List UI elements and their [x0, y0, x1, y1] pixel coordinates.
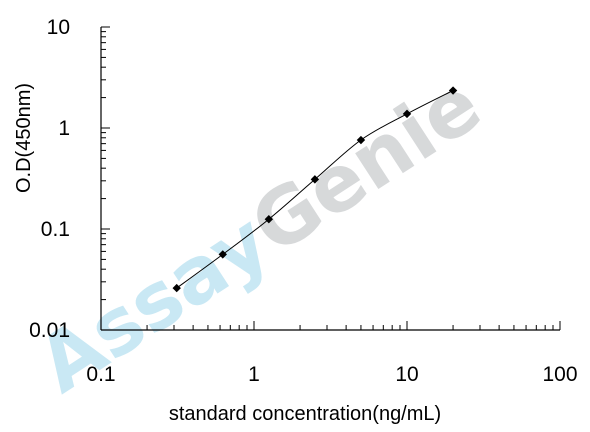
x-axis-ticks: [100, 321, 561, 330]
data-point: [310, 175, 320, 184]
x-tick-labels: 0.1 1 10 100: [86, 363, 577, 386]
y-axis-ticks: [101, 26, 110, 331]
data-point: [172, 283, 181, 293]
data-point: [356, 135, 366, 145]
x-axis-title: standard concentration(ng/mL): [169, 403, 441, 425]
y-tick-label: 0.1: [41, 218, 70, 241]
assaygenie-watermark-logo: Assay Genie: [23, 59, 497, 410]
watermark-genie-text: Genie: [236, 59, 496, 272]
y-axis-title: O.D(450nm): [13, 83, 35, 193]
x-tick-label: 100: [542, 363, 577, 386]
y-tick-label: 0.01: [29, 319, 70, 342]
data-point: [402, 109, 412, 119]
data-point: [264, 215, 274, 224]
x-tick-label: 1: [248, 363, 260, 386]
y-tick-labels: 0.01 0.1 1 10: [29, 16, 70, 342]
y-tick-label: 1: [58, 117, 70, 140]
data-points: [172, 86, 458, 293]
y-tick-label: 10: [47, 16, 70, 39]
data-point: [448, 86, 458, 95]
data-point: [218, 250, 227, 259]
x-tick-label: 10: [395, 363, 418, 386]
x-tick-label: 0.1: [86, 363, 115, 386]
